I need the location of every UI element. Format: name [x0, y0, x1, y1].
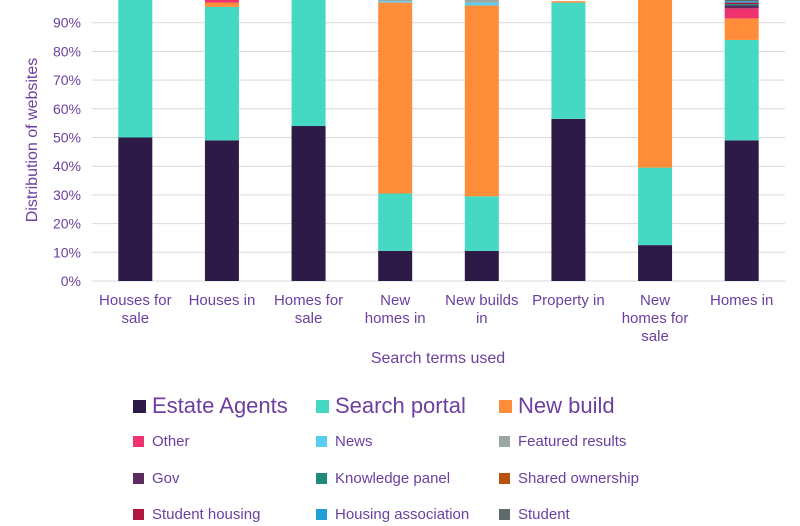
y-tick-label: 60%: [53, 101, 81, 117]
bar-segment: [291, 126, 326, 282]
y-tick-label: 0%: [61, 273, 81, 289]
legend-label: New build: [518, 393, 615, 418]
y-tick-label: 20%: [53, 216, 81, 232]
bars: [118, 0, 759, 282]
bar-segment: [724, 1, 759, 3]
x-category-label: Homes in: [710, 292, 773, 309]
legend-swatch: [133, 436, 144, 447]
legend-label: Other: [152, 433, 190, 450]
legend-row: Student housing Housing association Studen…: [0, 506, 800, 526]
bar-segment: [551, 2, 586, 119]
bar-segment: [464, 250, 499, 281]
x-category-label: Homes for: [274, 292, 343, 309]
y-tick-label: 30%: [53, 187, 81, 203]
legend-label: Shared ownership: [518, 470, 639, 487]
legend-item: Other: [133, 433, 190, 450]
bar-segment: [724, 0, 759, 2]
legend-swatch: [499, 473, 510, 484]
x-category-label: in: [476, 310, 488, 327]
bar-segment: [291, 0, 326, 127]
legend-swatch: [316, 436, 327, 447]
bar-segment: [204, 2, 239, 7]
bar-segment: [551, 1, 586, 3]
legend-swatch: [499, 436, 510, 447]
y-tick-label: 10%: [53, 244, 81, 260]
y-tick-label: 80%: [53, 43, 81, 59]
bar-segment: [118, 0, 153, 138]
legend-item: Knowledge panel: [316, 470, 450, 487]
bar-segment: [378, 250, 413, 281]
x-axis-title: Search terms used: [371, 350, 505, 367]
bar-segment: [378, 2, 413, 194]
bar-segment: [724, 2, 759, 5]
bar-segment: [551, 118, 586, 281]
legend-swatch: [316, 473, 327, 484]
x-category-label: sale: [641, 328, 669, 345]
y-tick-label: 90%: [53, 15, 81, 31]
bar-segment: [638, 167, 673, 246]
bar-segment: [118, 137, 153, 281]
x-category-label: New: [640, 292, 670, 309]
bar-segment: [204, 0, 239, 3]
legend-label: Gov: [152, 470, 180, 487]
x-category-label: Property in: [532, 292, 605, 309]
x-category-label: Houses for: [99, 292, 172, 309]
x-category-label: New builds: [445, 292, 518, 309]
bar-segment: [378, 193, 413, 251]
legend-row: Gov Knowledge panel Shared ownership: [0, 470, 800, 490]
y-tick-label: 70%: [53, 72, 81, 88]
bar-segment: [724, 18, 759, 40]
legend-label: Estate Agents: [152, 393, 288, 418]
bar-segment: [464, 196, 499, 251]
legend-swatch: [133, 399, 146, 413]
legend-label: Knowledge panel: [335, 470, 451, 487]
bar-segment: [464, 0, 499, 3]
x-category-label: New: [380, 292, 410, 309]
legend-swatch: [499, 399, 512, 413]
bar-segment: [724, 8, 759, 19]
bar-segment: [378, 0, 413, 2]
x-category-label: sale: [295, 310, 323, 327]
y-axis-ticks: 0% 10% 20% 30% 40% 50% 60% 70% 80% 90%: [53, 15, 81, 289]
x-category-label: Houses in: [189, 292, 256, 309]
bar-segment: [724, 140, 759, 281]
x-category-label: homes for: [622, 310, 689, 327]
y-tick-label: 50%: [53, 130, 81, 146]
bar-segment: [638, 245, 673, 281]
bar-segment: [724, 4, 759, 6]
bar-segment: [378, 1, 413, 3]
bar-segment: [204, 6, 239, 141]
legend-label: News: [335, 433, 373, 450]
legend-row: Other News Featured results: [0, 433, 800, 453]
legend-item: News: [316, 433, 373, 450]
bar-segment: [204, 140, 239, 281]
x-category-label: homes in: [365, 310, 426, 327]
legend-label: Featured results: [518, 433, 627, 450]
legend-item: Featured results: [499, 433, 626, 450]
bar-segment: [464, 5, 499, 197]
bar-segment: [724, 5, 759, 9]
stacked-bar-chart: 0% 10% 20% 30% 40% 50% 60% 70% 80% 90% Houses for…: [24, 0, 785, 367]
legend-item: Gov: [133, 470, 180, 487]
y-axis-title: Distribution of websites: [24, 58, 41, 223]
x-category-label: sale: [122, 310, 150, 327]
legend-label: Search portal: [335, 393, 466, 418]
bar-segment: [464, 2, 499, 6]
legend-item: Shared ownership: [499, 470, 639, 487]
legend-item: New build: [499, 393, 615, 419]
legend-item: Estate Agents: [133, 393, 288, 419]
gridlines: [92, 22, 785, 282]
y-tick-label: 40%: [53, 158, 81, 174]
bar-segment: [638, 0, 673, 168]
legend-swatch: [133, 473, 144, 484]
bar-segment: [724, 39, 759, 141]
legend-item: Search portal: [316, 393, 466, 419]
legend-swatch: [316, 399, 329, 413]
